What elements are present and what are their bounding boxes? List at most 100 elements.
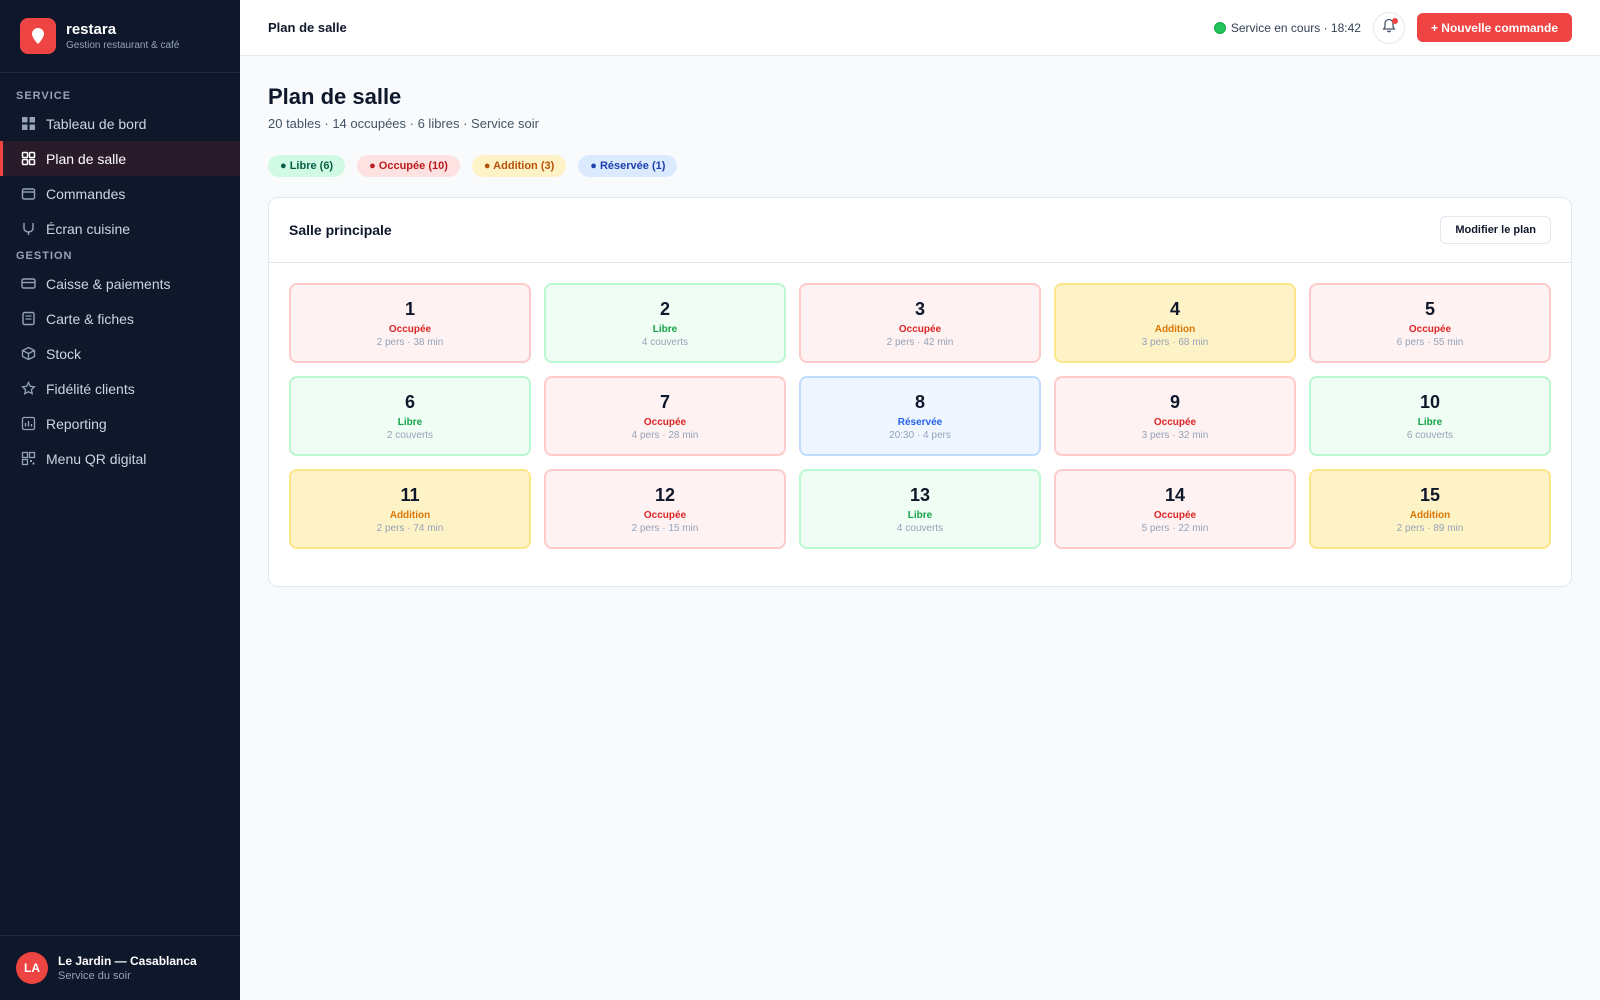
sidebar-item-carte[interactable]: Carte & fiches: [0, 301, 240, 336]
table-status: Addition: [1409, 509, 1451, 521]
table-info: 2 pers · 42 min: [886, 336, 954, 348]
sidebar-item-menu-qr[interactable]: Menu QR digital: [0, 441, 240, 476]
sidebar-item-label: Plan de salle: [46, 150, 127, 167]
topbar-title: Plan de salle: [268, 20, 347, 35]
legend-addition[interactable]: ● Addition (3): [471, 155, 567, 177]
venue-switcher[interactable]: LA Le Jardin — Casablanca Service du soi…: [0, 935, 240, 1000]
table-info: 4 pers · 28 min: [631, 429, 699, 441]
notifications-button[interactable]: [1372, 11, 1405, 44]
floor-plan-icon: [20, 151, 36, 167]
table-card-11[interactable]: 11 Addition 2 pers · 74 min: [289, 469, 531, 549]
sidebar-item-reporting[interactable]: Reporting: [0, 406, 240, 441]
table-card-5[interactable]: 5 Occupée 6 pers · 55 min: [1309, 283, 1551, 363]
qr-icon: [20, 451, 36, 467]
sidebar-item-label: Écran cuisine: [46, 220, 131, 237]
table-number: 14: [1164, 484, 1186, 505]
table-info: 6 pers · 55 min: [1396, 336, 1464, 348]
table-number: 4: [1169, 298, 1180, 319]
table-number: 6: [404, 391, 415, 412]
sidebar-item-label: Commandes: [46, 185, 126, 202]
table-number: 1: [404, 298, 415, 319]
sidebar-item-commandes[interactable]: Commandes: [0, 176, 240, 211]
table-status: Occupée: [643, 416, 687, 428]
table-info: 2 couverts: [386, 429, 434, 441]
venue-subtitle: Service du soir: [58, 970, 131, 982]
table-card-6[interactable]: 6 Libre 2 couverts: [289, 376, 531, 456]
table-card-3[interactable]: 3 Occupée 2 pers · 42 min: [799, 283, 1041, 363]
table-card-13[interactable]: 13 Libre 4 couverts: [799, 469, 1041, 549]
table-info: 2 pers · 74 min: [376, 522, 444, 534]
status-dot-icon: [1213, 21, 1226, 34]
table-number: 11: [400, 484, 420, 505]
table-status: Occupée: [898, 323, 942, 335]
topbar: Plan de salle Service en cours · 18:42 +…: [240, 0, 1600, 56]
sidebar-item-fidelite[interactable]: Fidélité clients: [0, 371, 240, 406]
sidebar-item-label: Carte & fiches: [46, 310, 134, 327]
room-title: Salle principale: [289, 222, 392, 238]
table-number: 13: [909, 484, 931, 505]
table-card-12[interactable]: 12 Occupée 2 pers · 15 min: [544, 469, 786, 549]
sidebar-item-label: Menu QR digital: [46, 450, 147, 467]
sidebar-item-ecran-cuisine[interactable]: Écran cuisine: [0, 211, 240, 246]
chart-icon: [20, 416, 36, 432]
legend-libre[interactable]: ● Libre (6): [268, 155, 346, 177]
box-icon: [20, 346, 36, 362]
table-card-7[interactable]: 7 Occupée 4 pers · 28 min: [544, 376, 786, 456]
sidebar-item-tableau-de-bord[interactable]: Tableau de bord: [0, 106, 240, 141]
sidebar-item-stock[interactable]: Stock: [0, 336, 240, 371]
floor-panel: Salle principale Modifier le plan 1 Occup…: [268, 197, 1572, 587]
table-number: 3: [914, 298, 925, 319]
notification-badge: [1391, 17, 1398, 24]
table-number: 2: [659, 298, 670, 319]
star-icon: [20, 381, 36, 397]
page-title: Plan de salle: [268, 84, 402, 109]
sidebar-item-label: Fidélité clients: [46, 380, 135, 397]
sidebar: restara Gestion restaurant & café SERVIC…: [0, 0, 240, 1000]
legend-occupee[interactable]: ● Occupée (10): [357, 155, 460, 177]
table-card-9[interactable]: 9 Occupée 3 pers · 32 min: [1054, 376, 1296, 456]
table-status: Addition: [1154, 323, 1196, 335]
status-legend: ● Libre (6) ● Occupée (10) ● Addition (3…: [268, 155, 1572, 177]
table-info: 2 pers · 89 min: [1396, 522, 1464, 534]
table-number: 5: [1424, 298, 1435, 319]
section-label-gestion: GESTION: [16, 250, 73, 262]
sidebar-item-caisse[interactable]: Caisse & paiements: [0, 266, 240, 301]
table-status: Occupée: [1153, 509, 1197, 521]
legend-reservee[interactable]: ● Réservée (1): [578, 155, 678, 177]
menu-card-icon: [20, 311, 36, 327]
brand-subtitle: Gestion restaurant & café: [66, 40, 180, 51]
table-info: 4 couverts: [641, 336, 689, 348]
table-info: 3 pers · 32 min: [1141, 429, 1209, 441]
table-info: 3 pers · 68 min: [1141, 336, 1209, 348]
sidebar-item-plan-de-salle[interactable]: Plan de salle: [0, 141, 240, 176]
table-card-1[interactable]: 1 Occupée 2 pers · 38 min: [289, 283, 531, 363]
table-card-10[interactable]: 10 Libre 6 couverts: [1309, 376, 1551, 456]
service-status: Service en cours · 18:42: [1213, 21, 1361, 35]
table-card-4[interactable]: 4 Addition 3 pers · 68 min: [1054, 283, 1296, 363]
bell-icon: [1382, 18, 1396, 38]
venue-name: Le Jardin — Casablanca: [58, 954, 197, 968]
sidebar-item-label: Stock: [46, 345, 82, 362]
table-info: 4 couverts: [896, 522, 944, 534]
brand-name: restara: [66, 21, 117, 38]
brand[interactable]: restara Gestion restaurant & café: [0, 0, 240, 73]
table-status: Occupée: [1153, 416, 1197, 428]
table-number: 7: [659, 391, 670, 412]
table-card-2[interactable]: 2 Libre 4 couverts: [544, 283, 786, 363]
avatar: LA: [16, 952, 48, 984]
edit-plan-button[interactable]: Modifier le plan: [1440, 216, 1551, 244]
table-number: 9: [1169, 391, 1180, 412]
kitchen-icon: [20, 221, 36, 237]
table-card-15[interactable]: 15 Addition 2 pers · 89 min: [1309, 469, 1551, 549]
table-card-8[interactable]: 8 Réservée 20:30 · 4 pers: [799, 376, 1041, 456]
table-info: 2 pers · 15 min: [631, 522, 699, 534]
table-status: Occupée: [643, 509, 687, 521]
sidebar-item-label: Caisse & paiements: [46, 275, 171, 292]
table-card-14[interactable]: 14 Occupée 5 pers · 22 min: [1054, 469, 1296, 549]
card-icon: [20, 276, 36, 292]
table-status: Libre: [652, 323, 678, 335]
sidebar-item-label: Tableau de bord: [46, 115, 147, 132]
table-status: Addition: [389, 509, 431, 521]
new-order-button[interactable]: + Nouvelle commande: [1416, 13, 1572, 42]
table-number: 15: [1419, 484, 1441, 505]
